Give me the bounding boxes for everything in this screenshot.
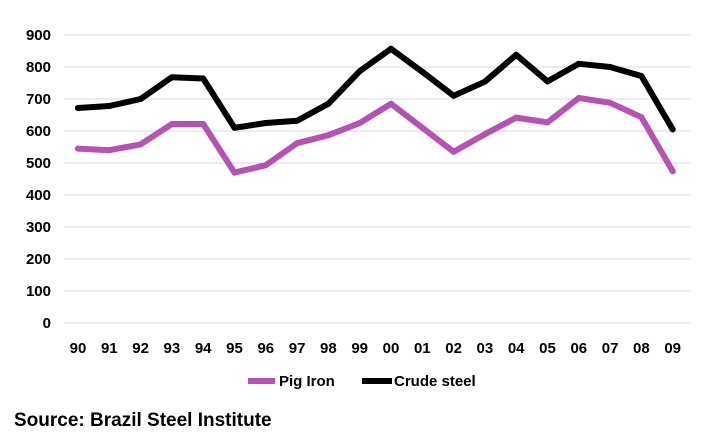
y-tick-label: 0: [43, 315, 51, 332]
x-tick-label: 98: [320, 340, 337, 357]
data-point-crude-steel: [262, 120, 269, 126]
gridlines: [64, 34, 690, 324]
x-tick-label: 00: [383, 340, 400, 357]
data-point-crude-steel: [294, 117, 301, 124]
x-tick-label: 97: [289, 340, 306, 357]
data-point-crude-steel: [75, 104, 81, 111]
data-point-pig-iron: [106, 147, 113, 154]
y-tick-label: 700: [26, 91, 51, 108]
series-line-pig-iron: [75, 95, 676, 176]
data-point-crude-steel: [669, 126, 676, 133]
line-chart: 0 100 200 300 400 500 600 700 800 900 90 91 92 93 94 9…: [26, 27, 690, 390]
x-axis-tick-labels: 90 91 92 93 94 95 96 97 98 99 00 01 02 03 04 05 06 07 08 09: [70, 340, 681, 357]
x-tick-label: 01: [414, 340, 431, 357]
x-tick-label: 90: [70, 340, 87, 357]
x-tick-label: 05: [539, 340, 556, 357]
y-tick-label: 200: [26, 251, 51, 268]
data-point-pig-iron: [388, 100, 394, 107]
x-tick-label: 08: [633, 340, 650, 357]
x-tick-label: 95: [226, 340, 243, 357]
x-tick-label: 02: [445, 340, 462, 357]
x-tick-label: 03: [477, 340, 494, 357]
x-tick-label: 91: [101, 340, 118, 357]
data-point-pig-iron: [669, 168, 676, 175]
data-point-crude-steel: [106, 103, 113, 110]
data-point-crude-steel: [607, 64, 614, 70]
data-point-pig-iron: [481, 131, 488, 138]
legend-label-pig-iron: Pig Iron: [279, 373, 335, 390]
data-point-pig-iron: [137, 141, 144, 148]
data-point-pig-iron: [607, 99, 614, 106]
legend: Pig Iron Crude steel: [248, 373, 476, 390]
y-axis-tick-labels: 0 100 200 300 400 500 600 700 800 900: [26, 27, 51, 332]
data-point-crude-steel: [200, 75, 207, 82]
source-note: Source: Brazil Steel Institute: [14, 410, 272, 431]
data-point-pig-iron: [450, 148, 457, 155]
x-tick-label: 93: [164, 340, 181, 357]
data-point-crude-steel: [513, 51, 520, 58]
data-point-pig-iron: [294, 140, 301, 147]
data-point-crude-steel: [481, 78, 488, 85]
x-tick-label: 07: [602, 340, 619, 357]
y-tick-label: 900: [26, 27, 51, 44]
data-point-pig-iron: [544, 119, 551, 126]
data-point-pig-iron: [638, 114, 645, 121]
x-tick-label: 94: [195, 340, 212, 357]
data-point-pig-iron: [419, 124, 426, 131]
x-tick-label: 99: [351, 340, 368, 357]
y-tick-label: 300: [26, 219, 51, 236]
x-tick-label: 09: [664, 340, 681, 357]
x-tick-label: 04: [508, 340, 525, 357]
data-point-crude-steel: [638, 72, 645, 79]
data-point-pig-iron: [513, 114, 520, 121]
data-point-pig-iron: [262, 162, 269, 169]
x-tick-label: 92: [132, 340, 149, 357]
data-point-crude-steel: [419, 68, 426, 75]
data-point-crude-steel: [325, 100, 332, 107]
data-point-crude-steel: [168, 74, 175, 81]
data-point-pig-iron: [575, 95, 582, 102]
y-tick-label: 400: [26, 187, 51, 204]
data-point-pig-iron: [75, 145, 81, 152]
data-point-pig-iron: [200, 120, 207, 127]
data-point-crude-steel: [137, 96, 144, 102]
x-tick-label: 96: [257, 340, 274, 357]
data-point-pig-iron: [325, 132, 332, 139]
legend-label-crude-steel: Crude steel: [394, 373, 476, 390]
data-point-crude-steel: [231, 124, 238, 131]
data-point-crude-steel: [575, 60, 582, 67]
data-point-crude-steel: [356, 68, 363, 75]
data-point-pig-iron: [168, 120, 175, 127]
y-tick-label: 500: [26, 155, 51, 172]
data-point-crude-steel: [544, 78, 551, 85]
y-tick-label: 800: [26, 59, 51, 76]
data-point-crude-steel: [450, 92, 457, 99]
series-lines: [75, 45, 676, 176]
series-line-crude-steel: [75, 45, 676, 133]
data-point-pig-iron: [231, 169, 238, 176]
y-tick-label: 600: [26, 123, 51, 140]
x-tick-label: 06: [570, 340, 587, 357]
y-tick-label: 100: [26, 283, 51, 300]
data-point-crude-steel: [388, 45, 394, 52]
data-point-pig-iron: [356, 120, 363, 126]
